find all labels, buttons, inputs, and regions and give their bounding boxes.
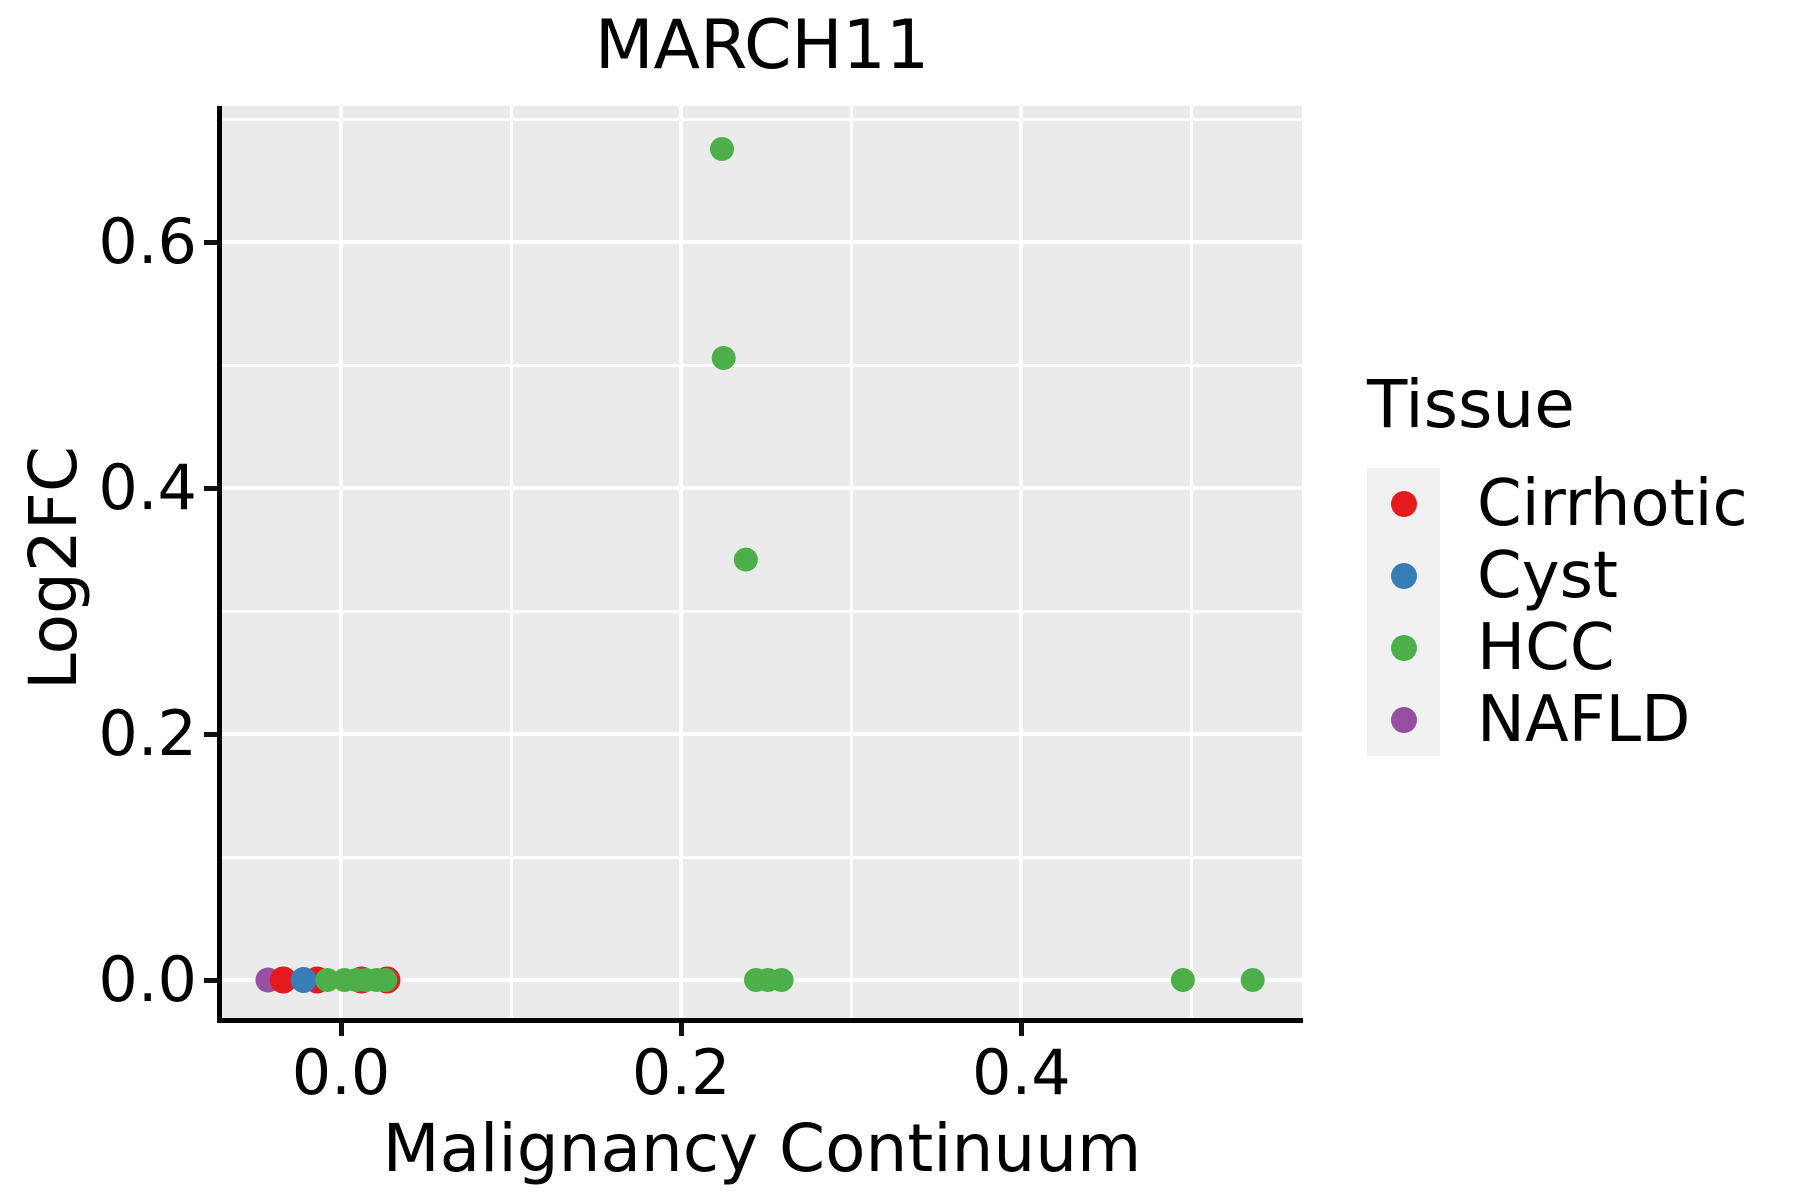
- data-point-cyst: [290, 967, 317, 993]
- legend-key-box: [1367, 684, 1440, 756]
- x-major-gridline: [1019, 106, 1024, 1020]
- y-major-gridline: [222, 240, 1302, 245]
- y-tick-label: 0.6: [98, 205, 197, 279]
- legend-title: Tissue: [1367, 366, 1575, 443]
- y-axis-spine: [217, 106, 222, 1023]
- x-major-gridline: [679, 106, 684, 1020]
- data-point-hcc: [710, 137, 734, 161]
- y-tick-label: 0.0: [98, 943, 197, 1017]
- data-point-cirrhotic: [269, 966, 297, 994]
- legend-item-nafld: NAFLD: [1367, 684, 1748, 756]
- y-major-gridline: [222, 732, 1302, 737]
- y-axis-label: Log2FC: [15, 446, 92, 690]
- y-tick-mark: [204, 977, 217, 983]
- x-major-gridline: [339, 106, 344, 1020]
- x-tick-mark: [1018, 1023, 1024, 1036]
- x-minor-gridline: [509, 106, 513, 1020]
- y-tick-mark: [204, 731, 217, 737]
- x-tick-mark: [678, 1023, 684, 1036]
- x-axis-spine: [217, 1018, 1303, 1023]
- chart-title: MARCH11: [594, 6, 930, 85]
- legend-key-box: [1367, 612, 1440, 684]
- grid-layer: [222, 106, 1302, 1020]
- y-minor-gridline: [222, 118, 1302, 122]
- x-tick-label: 0.4: [972, 1036, 1071, 1109]
- legend-item-cirrhotic: Cirrhotic: [1367, 468, 1748, 540]
- data-point-hcc: [373, 968, 398, 992]
- y-minor-gridline: [222, 609, 1302, 613]
- legend-item-hcc: HCC: [1367, 612, 1748, 684]
- legend-item-label: Cyst: [1477, 539, 1618, 613]
- legend-key-box: [1367, 540, 1440, 612]
- legend-marker-icon: [1390, 707, 1417, 733]
- legend-item-cyst: Cyst: [1367, 540, 1748, 612]
- data-point-hcc: [1240, 968, 1265, 992]
- plot-panel: [222, 106, 1302, 1020]
- legend-marker-icon: [1390, 635, 1417, 661]
- x-axis-label: Malignancy Continuum: [382, 1110, 1142, 1187]
- data-point-hcc: [711, 346, 736, 370]
- legend-item-label: Cirrhotic: [1477, 467, 1748, 541]
- legend-key-box: [1367, 468, 1440, 540]
- legend-marker-icon: [1390, 491, 1417, 517]
- y-minor-gridline: [222, 855, 1302, 859]
- y-tick-label: 0.2: [98, 697, 197, 771]
- y-tick-mark: [204, 485, 217, 491]
- x-tick-mark: [338, 1023, 344, 1036]
- legend-marker-icon: [1390, 563, 1417, 589]
- data-point-hcc: [769, 968, 794, 992]
- y-tick-label: 0.4: [98, 451, 197, 525]
- x-tick-label: 0.0: [291, 1036, 391, 1109]
- y-major-gridline: [222, 486, 1302, 491]
- x-minor-gridline: [1189, 106, 1193, 1020]
- y-tick-mark: [204, 239, 217, 245]
- scatter-points-layer: [255, 137, 1265, 994]
- legend-item-label: HCC: [1477, 611, 1615, 685]
- data-point-hcc: [1170, 968, 1195, 992]
- y-minor-gridline: [222, 363, 1302, 367]
- data-point-hcc: [315, 968, 340, 992]
- data-point-hcc: [733, 547, 758, 572]
- legend-item-label: NAFLD: [1477, 683, 1691, 757]
- x-minor-gridline: [849, 106, 853, 1020]
- x-tick-label: 0.2: [631, 1036, 731, 1109]
- legend-rows: Cirrhotic Cyst HCC NAFLD: [1367, 468, 1748, 756]
